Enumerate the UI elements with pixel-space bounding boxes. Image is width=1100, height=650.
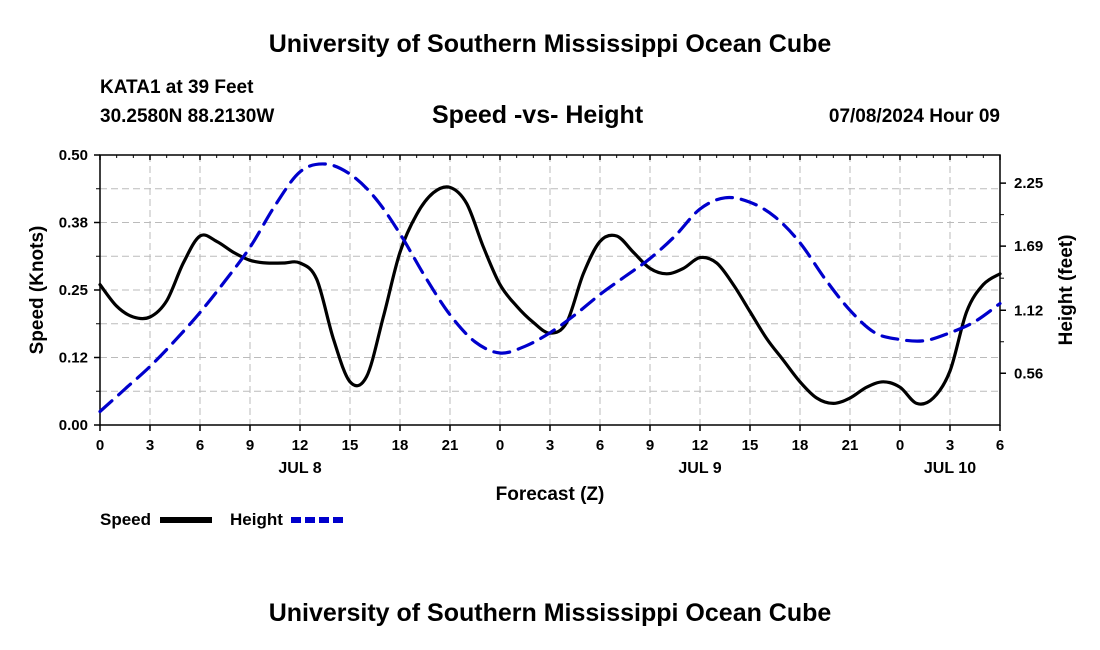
y2-tick-label: 1.69 — [1014, 238, 1043, 255]
x-tick-label: 3 — [946, 437, 954, 454]
y2-tick-label: 0.56 — [1014, 365, 1043, 382]
station-label: KATA1 at 39 Feet — [100, 77, 254, 98]
x-tick-label: 3 — [146, 437, 154, 454]
y-tick-label: 0.12 — [59, 350, 88, 367]
x-tick-label: 0 — [496, 437, 504, 454]
x-tick-label: 21 — [442, 437, 459, 454]
series — [98, 162, 1002, 414]
y-tick-label: 0.50 — [59, 147, 88, 164]
date-label: JUL 10 — [924, 460, 976, 477]
x-tick-label: 3 — [546, 437, 554, 454]
y-tick-label: 0.00 — [59, 417, 88, 434]
chart-subtitle: Speed -vs- Height — [432, 101, 644, 129]
y2-axis-label: Height (feet) — [1056, 235, 1077, 346]
y2-tick-label: 2.25 — [1014, 175, 1043, 192]
x-tick-label: 0 — [896, 437, 904, 454]
x-tick-label: 12 — [692, 437, 709, 454]
x-tick-label: 6 — [996, 437, 1004, 454]
y-tick-label: 0.25 — [59, 282, 88, 299]
y-axis-label: Speed (Knots) — [27, 226, 48, 355]
date-label: JUL 9 — [678, 460, 721, 477]
x-tick-label: 9 — [246, 437, 254, 454]
x-tick-label: 9 — [646, 437, 654, 454]
x-tick-label: 6 — [596, 437, 604, 454]
legend-label-speed: Speed — [100, 510, 151, 529]
y2-tick-label: 1.12 — [1014, 302, 1043, 319]
series-line-speed — [98, 185, 1002, 406]
forecast-datestamp: 07/08/2024 Hour 09 — [828, 106, 1000, 127]
date-label: JUL 8 — [278, 460, 321, 477]
legend-label-height: Height — [230, 510, 283, 529]
footer-title: University of Southern Mississippi Ocean… — [268, 599, 832, 627]
x-tick-label: 18 — [392, 437, 409, 454]
x-axis-label: Forecast (Z) — [496, 484, 605, 505]
x-tick-label: 12 — [292, 437, 309, 454]
x-tick-label: 6 — [196, 437, 204, 454]
legend: Speed Height — [100, 510, 343, 529]
x-tick-label: 15 — [742, 437, 759, 454]
grid — [100, 155, 1000, 425]
x-tick-label: 18 — [792, 437, 809, 454]
x-tick-label: 15 — [342, 437, 359, 454]
chart-canvas: 0 3 6 9 12 15 18 21 0 3 6 9 12 15 18 21 0 3 6 JUL 8 JUL 9 JUL… — [27, 147, 1077, 529]
station-coordinates: 30.2580N 88.2130W — [100, 106, 275, 127]
series-line-height — [98, 162, 1002, 414]
y-tick-label: 0.38 — [59, 215, 88, 232]
x-tick-label: 0 — [96, 437, 104, 454]
chart-title: University of Southern Mississippi Ocean… — [268, 30, 832, 58]
axes: 0 3 6 9 12 15 18 21 0 3 6 9 12 15 18 21 0 3 6 JUL 8 JUL 9 JUL… — [59, 147, 1043, 477]
x-tick-label: 21 — [842, 437, 859, 454]
